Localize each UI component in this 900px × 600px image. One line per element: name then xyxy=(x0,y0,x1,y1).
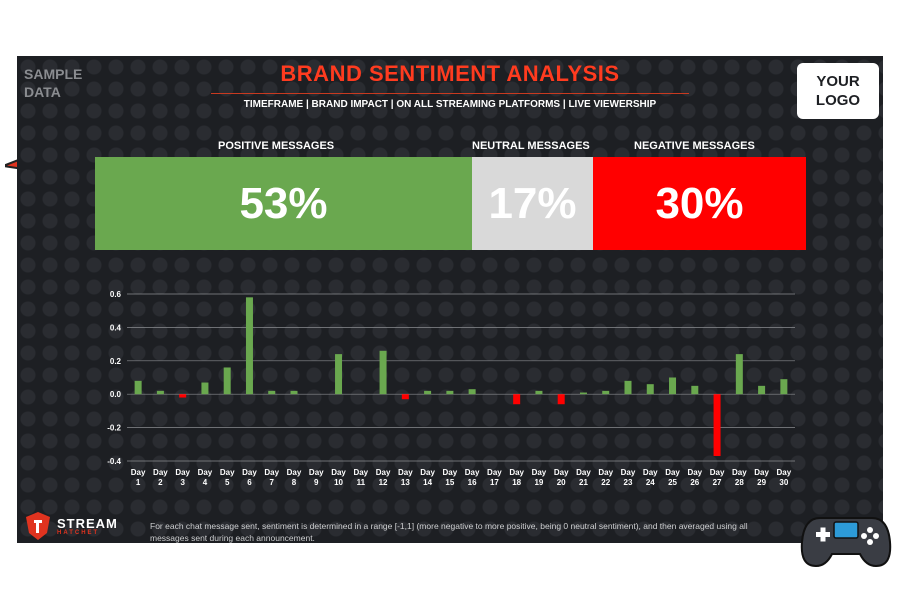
chart-bar xyxy=(691,385,699,395)
x-tick-label: Day 1 xyxy=(131,468,146,487)
chart-bar xyxy=(735,354,743,395)
x-tick-label: Day 4 xyxy=(198,468,213,487)
positive-value: 53% xyxy=(239,178,328,228)
positive-label: POSITIVE MESSAGES xyxy=(218,140,335,152)
chart-bar xyxy=(401,394,409,400)
hatchet-logo-icon xyxy=(26,512,50,540)
chart-bar xyxy=(535,390,543,395)
x-tick-label: Day 3 xyxy=(175,468,190,487)
neutral-segment: 17% xyxy=(472,157,593,250)
page-title: BRAND SENTIMENT ANALYSIS xyxy=(280,61,620,86)
chart-bar xyxy=(780,379,788,395)
x-tick-label: Day 18 xyxy=(509,468,524,487)
chart-bar xyxy=(223,367,231,395)
negative-label: NEGATIVE MESSAGES xyxy=(634,140,755,152)
x-tick-label: Day 10 xyxy=(331,468,346,487)
x-tick-label: Day 8 xyxy=(287,468,302,487)
x-tick-label: Day 12 xyxy=(376,468,391,487)
brand-main-text: STREAM xyxy=(57,515,118,531)
x-tick-label: Day 27 xyxy=(710,468,725,487)
x-tick-label: Day 15 xyxy=(443,468,458,487)
negative-segment: 30% xyxy=(593,157,806,250)
sentiment-bar-chart: 0.6 0.4 0.2 0.0 -0.2 -0.4 Day 1 Day 2 Day 3 Day 4 Day 5… xyxy=(107,290,795,487)
chart-bar xyxy=(268,390,276,395)
negative-value: 30% xyxy=(655,178,744,228)
chart-bar xyxy=(156,390,164,395)
x-tick-label: Day 14 xyxy=(420,468,435,487)
x-tick-label: Day 13 xyxy=(398,468,413,487)
logo-placeholder: YOUR LOGO xyxy=(797,63,879,119)
chart-bar xyxy=(379,350,387,395)
chart-bar xyxy=(646,384,654,395)
x-tick-label: Day 25 xyxy=(665,468,680,487)
chart-bar xyxy=(669,377,677,395)
chart-bar xyxy=(758,385,766,395)
chart-bar xyxy=(134,380,142,395)
x-tick-label: Day 9 xyxy=(309,468,324,487)
x-tick-label: Day 11 xyxy=(353,468,368,487)
neutral-label: NEUTRAL MESSAGES xyxy=(472,140,590,152)
chart-bar xyxy=(713,394,721,456)
x-tick-label: Day 29 xyxy=(754,468,769,487)
y-tick-label: 0.0 xyxy=(110,390,122,399)
chart-bar xyxy=(557,394,565,405)
x-tick-label: Day 23 xyxy=(621,468,636,487)
x-tick-label: Day 28 xyxy=(732,468,747,487)
x-tick-label: Day 26 xyxy=(687,468,702,487)
chart-bar xyxy=(179,394,187,398)
chart-bar xyxy=(335,354,343,395)
y-tick-label: 0.6 xyxy=(110,290,122,299)
brand-sub-text: HATCHET xyxy=(57,529,100,536)
neutral-value: 17% xyxy=(488,178,577,228)
x-tick-label: Day 24 xyxy=(643,468,658,487)
sample-data-label: SAMPLE DATA xyxy=(24,66,83,100)
chart-bar xyxy=(624,380,632,395)
x-tick-label: Day 17 xyxy=(487,468,502,487)
chart-bar xyxy=(579,392,587,395)
chart-bar xyxy=(446,390,454,395)
chart-bar xyxy=(201,382,209,395)
x-tick-label: Day 6 xyxy=(242,468,257,487)
x-tick-label: Day 7 xyxy=(264,468,279,487)
gamepad-icon xyxy=(800,517,892,568)
methodology-note: For each chat message sent, sentiment is… xyxy=(150,521,748,543)
positive-segment: 53% xyxy=(95,157,472,250)
stream-hatchet-brand: STREAM HATCHET xyxy=(25,511,118,541)
chart-bar xyxy=(468,389,476,395)
y-tick-label: -0.4 xyxy=(107,457,121,466)
title-underline xyxy=(211,93,689,94)
x-tick-label: Day 2 xyxy=(153,468,168,487)
chart-bar xyxy=(602,390,610,395)
x-tick-label: Day 22 xyxy=(598,468,613,487)
chart-bar xyxy=(513,394,521,405)
x-tick-label: Day 5 xyxy=(220,468,235,487)
y-tick-label: 0.2 xyxy=(110,357,122,366)
x-tick-label: Day 30 xyxy=(777,468,792,487)
chart-bar xyxy=(245,297,253,395)
page-subtitle: TIMEFRAME | BRAND IMPACT | ON ALL STREAM… xyxy=(243,99,657,110)
x-tick-label: Day 21 xyxy=(576,468,591,487)
x-tick-label: Day 19 xyxy=(532,468,547,487)
chart-bar xyxy=(290,390,298,395)
y-tick-label: -0.2 xyxy=(107,424,121,433)
x-tick-label: Day 20 xyxy=(554,468,569,487)
y-tick-label: 0.4 xyxy=(110,323,122,332)
report-panel: SAMPLE DATA BRAND SENTIMENT ANALYSIS TIM… xyxy=(17,56,883,543)
x-tick-label: Day 16 xyxy=(465,468,480,487)
chart-bar xyxy=(424,390,432,395)
